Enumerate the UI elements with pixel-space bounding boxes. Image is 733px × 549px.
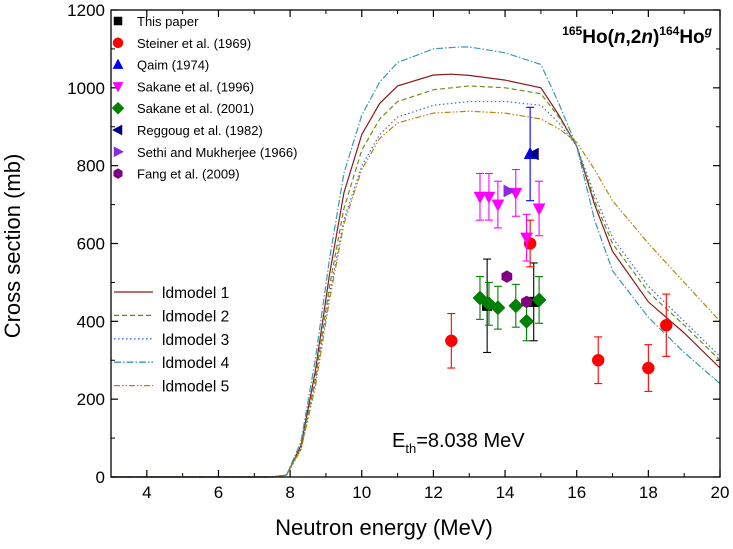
reaction-label: 165Ho(n,2n)164Hog bbox=[562, 24, 712, 48]
x-tick-label: 16 bbox=[567, 483, 586, 502]
data-point bbox=[520, 232, 534, 245]
y-tick-label: 1000 bbox=[67, 79, 105, 98]
series-sakane-et-al-2001 bbox=[472, 276, 547, 342]
data-point bbox=[503, 184, 516, 198]
curve-ldmodel-2 bbox=[111, 85, 721, 478]
threshold-label: Eth=8.038 MeV bbox=[392, 430, 525, 456]
threshold-subscript: th bbox=[405, 441, 416, 456]
data-point bbox=[531, 292, 547, 308]
plot-frame bbox=[110, 9, 721, 478]
y-tick-label: 1200 bbox=[67, 1, 105, 20]
y-tick-label: 400 bbox=[77, 312, 105, 331]
x-tick-label: 18 bbox=[639, 483, 658, 502]
legend-label-sethi-and-mukherjee-1966: Sethi and Mukherjee (1966) bbox=[137, 145, 297, 160]
data-points bbox=[445, 106, 673, 392]
legend-marker-fang-et-al-2009 bbox=[113, 168, 123, 179]
legend-label-fang-et-al-2009: Fang et al. (2009) bbox=[137, 167, 240, 182]
legend-marker-reggoug-et-al-1982 bbox=[111, 124, 123, 136]
series-steiner-et-al-1969 bbox=[445, 219, 673, 392]
data-point bbox=[501, 270, 513, 283]
reaction-product: Ho bbox=[679, 27, 704, 48]
x-axis-title: Neutron energy (MeV) bbox=[275, 515, 493, 540]
data-point bbox=[445, 334, 458, 348]
reaction-two: 2 bbox=[631, 27, 642, 48]
curve-ldmodel-5 bbox=[111, 110, 721, 478]
model-legend: ldmodel 1 ldmodel 2 ldmodel 3 ldmodel 4 ldmo… bbox=[114, 285, 230, 396]
reaction-pre-mass: 165 bbox=[562, 24, 582, 38]
reaction-post-mass: 164 bbox=[659, 24, 679, 38]
legend-marker-steiner-et-al-1969 bbox=[112, 37, 124, 49]
y-axis-title: Cross section (mb) bbox=[0, 154, 25, 339]
legend-marker-sethi-and-mukherjee-1966 bbox=[113, 146, 125, 158]
legend-label-reggoug-et-al-1982: Reggoug et al. (1982) bbox=[137, 123, 263, 138]
legend-marker-qaim-1974 bbox=[112, 58, 124, 69]
threshold-prefix: E bbox=[392, 430, 405, 452]
legend-marker-this-paper bbox=[113, 16, 123, 26]
data-point bbox=[642, 361, 655, 375]
reaction-close: ) bbox=[653, 27, 659, 48]
legend-label-steiner-et-al-1969: Steiner et al. (1969) bbox=[137, 36, 251, 51]
legend-label-ldmodel-4: ldmodel 4 bbox=[162, 355, 230, 372]
data-point bbox=[660, 318, 673, 332]
legend-label-qaim-1974: Qaim (1974) bbox=[137, 58, 209, 73]
y-tick-label: 0 bbox=[96, 468, 105, 487]
reaction-n2: n bbox=[641, 27, 653, 48]
data-point bbox=[508, 298, 524, 314]
reaction-state: g bbox=[704, 24, 713, 38]
series-sethi-and-mukherjee-1966 bbox=[503, 184, 516, 198]
model-curves bbox=[111, 46, 721, 478]
reaction-n1: n bbox=[614, 27, 626, 48]
data-point bbox=[490, 300, 506, 316]
x-tick-label: 14 bbox=[496, 483, 515, 502]
legend-label-ldmodel-3: ldmodel 3 bbox=[162, 332, 229, 349]
x-tick-label: 12 bbox=[424, 483, 443, 502]
legend-label-sakane-et-al-1996: Sakane et al. (1996) bbox=[137, 79, 254, 94]
threshold-value: =8.038 MeV bbox=[416, 430, 525, 452]
data-point bbox=[473, 191, 487, 204]
data-point bbox=[521, 295, 532, 309]
legend-marker-sakane-et-al-2001 bbox=[111, 101, 125, 115]
legend-label-ldmodel-2: ldmodel 2 bbox=[162, 308, 229, 325]
x-tick-label: 4 bbox=[142, 483, 151, 502]
legend-label-sakane-et-al-2001: Sakane et al. (2001) bbox=[137, 101, 254, 116]
data-point bbox=[519, 313, 535, 329]
y-tick-label: 200 bbox=[77, 390, 105, 409]
series-reggoug-et-al-1982 bbox=[526, 147, 539, 161]
curve-ldmodel-4 bbox=[111, 46, 721, 478]
x-tick-label: 20 bbox=[711, 483, 730, 502]
legend-label-ldmodel-1: ldmodel 1 bbox=[162, 285, 229, 302]
y-tick-label: 800 bbox=[77, 157, 105, 176]
data-point bbox=[482, 191, 496, 204]
legend-marker-sakane-et-al-1996 bbox=[112, 82, 124, 93]
x-tick-label: 8 bbox=[285, 483, 294, 502]
x-tick-label: 10 bbox=[352, 483, 371, 502]
x-tick-label: 6 bbox=[214, 483, 223, 502]
reaction-comma: , bbox=[626, 27, 631, 48]
data-point bbox=[591, 354, 605, 367]
legend-label-ldmodel-5: ldmodel 5 bbox=[162, 379, 229, 396]
y-tick-label: 600 bbox=[77, 235, 105, 254]
data-point bbox=[491, 199, 505, 212]
legend-label-this-paper: This paper bbox=[137, 14, 199, 29]
data-legend: This paper Steiner et al. (1969) Qaim (197… bbox=[111, 14, 297, 182]
reaction-element: Ho bbox=[582, 27, 607, 48]
data-point bbox=[526, 147, 539, 161]
curve-ldmodel-1 bbox=[111, 73, 721, 478]
data-point bbox=[532, 203, 546, 216]
reaction-open: ( bbox=[608, 27, 615, 48]
series-fang-et-al-2009 bbox=[501, 270, 532, 309]
